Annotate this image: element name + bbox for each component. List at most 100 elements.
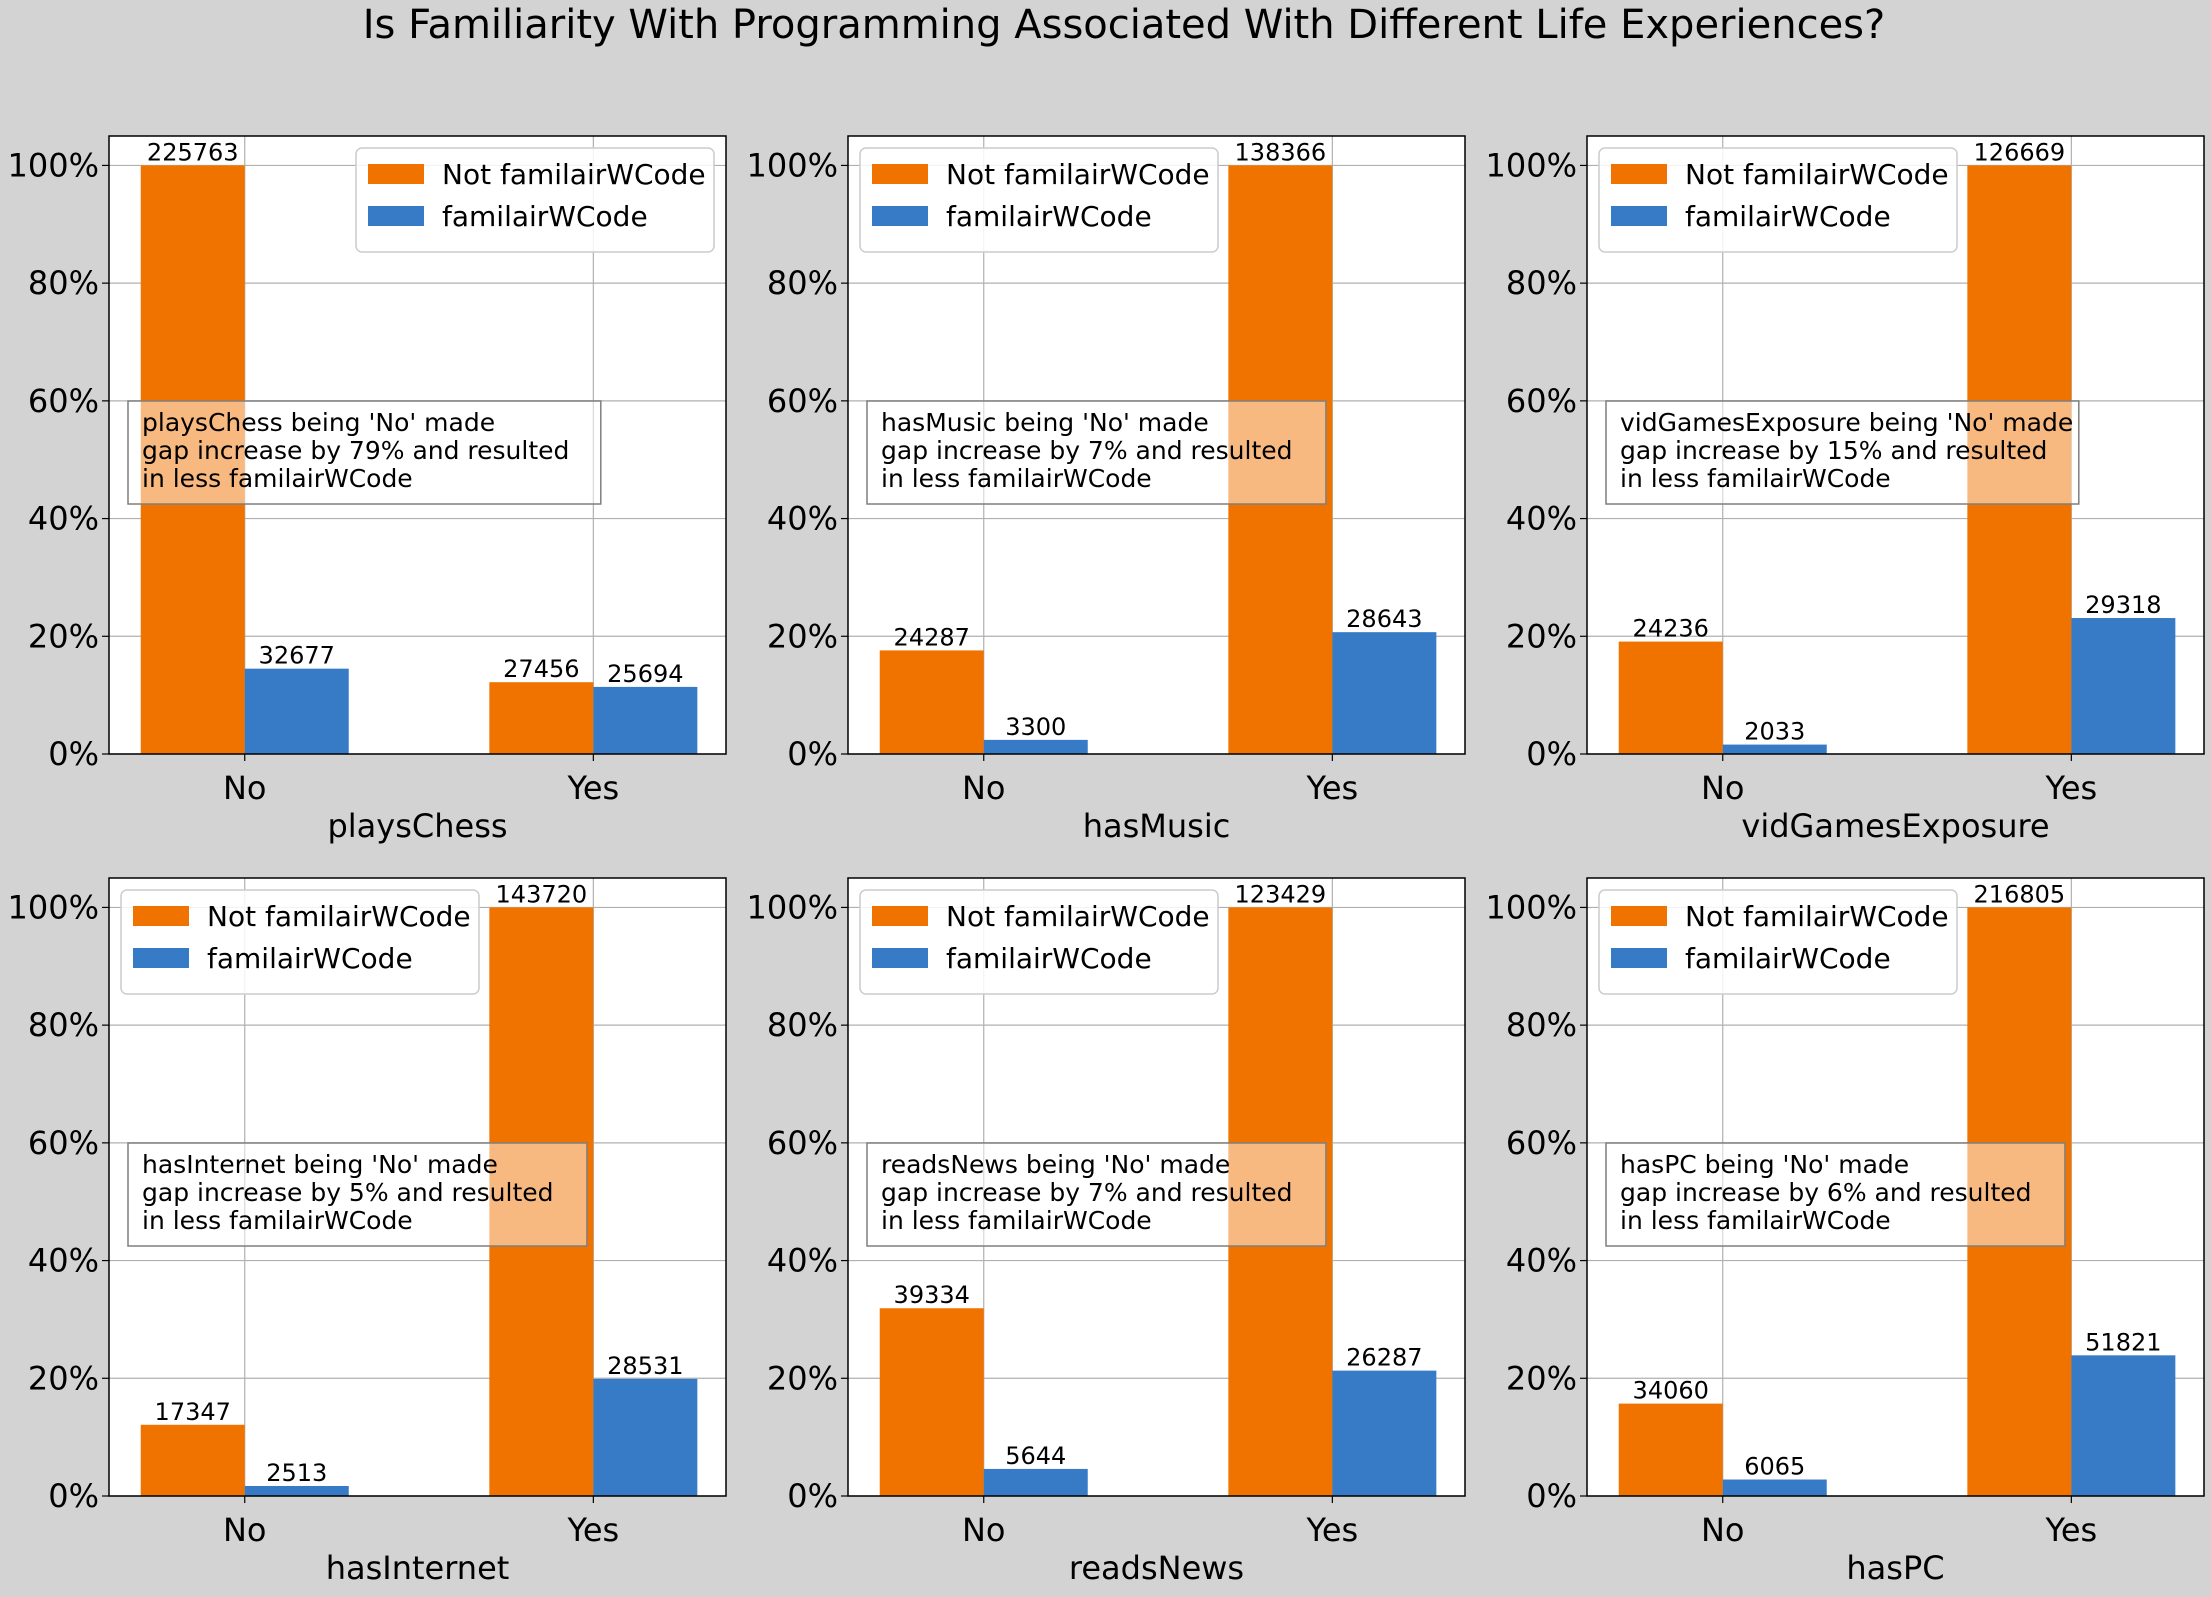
x-axis-label: hasMusic (1083, 807, 1231, 845)
bar-value-label: 27456 (503, 655, 579, 683)
y-tick-label: 60% (28, 1124, 99, 1162)
annotation-line: gap increase by 5% and resulted (142, 1178, 554, 1207)
legend-label: Not familairWCode (946, 158, 1210, 191)
annotation-line: in less familairWCode (881, 1206, 1152, 1235)
bar-familiar-yes (593, 686, 698, 754)
legend-label: familairWCode (442, 200, 648, 233)
legend-box (355, 147, 715, 253)
bar-value-label: 28531 (607, 1352, 683, 1380)
y-tick-label: 20% (28, 1359, 99, 1397)
bar-familiar-no (1722, 1479, 1827, 1496)
legend-swatch (872, 164, 928, 184)
panel-hasMusic: 0% 20% 40% 60% 80% 100% No Yes hasMusic 24287 1383… (747, 135, 1466, 845)
y-tick-label: 40% (767, 1242, 838, 1280)
y-tick-label: 20% (767, 1359, 838, 1397)
y-tick-label: 100% (747, 146, 838, 184)
annotation-line: in less familairWCode (881, 464, 1152, 493)
y-tick-label: 0% (48, 1477, 99, 1515)
x-tick-label: No (1701, 1511, 1745, 1549)
x-tick-label: Yes (1306, 769, 1359, 807)
annotation-line: playsChess being 'No' made (142, 408, 495, 437)
annotation-line: gap increase by 7% and resulted (881, 1178, 1293, 1207)
y-tick-label: 80% (1506, 264, 1577, 302)
y-tick-label: 40% (28, 1242, 99, 1280)
y-tick-label: 100% (1486, 146, 1577, 184)
y-tick-label: 40% (1506, 1242, 1577, 1280)
bar-value-label: 6065 (1744, 1453, 1805, 1481)
y-tick-label: 40% (28, 500, 99, 538)
legend-swatch (368, 164, 424, 184)
y-tick-label: 100% (8, 888, 99, 926)
annotation-line: hasPC being 'No' made (1620, 1150, 1909, 1179)
bar-not-familiar-no (879, 1308, 984, 1496)
bar-familiar-yes (1332, 1370, 1437, 1496)
bar-not-familiar-no (140, 1424, 245, 1496)
y-tick-label: 60% (28, 382, 99, 420)
y-tick-label: 80% (767, 1006, 838, 1044)
legend-swatch (872, 206, 928, 226)
x-tick-label: Yes (1306, 1511, 1359, 1549)
annotation-line: vidGamesExposure being 'No' made (1620, 408, 2073, 437)
legend-swatch (1611, 164, 1667, 184)
bar-value-label: 126669 (1974, 138, 2066, 166)
y-tick-label: 60% (1506, 382, 1577, 420)
y-tick-label: 20% (767, 617, 838, 655)
x-tick-label: No (223, 1511, 267, 1549)
bar-familiar-no (244, 668, 349, 754)
y-tick-label: 80% (28, 264, 99, 302)
bar-familiar-no (983, 1468, 1088, 1496)
legend-label: familairWCode (946, 200, 1152, 233)
y-tick-label: 40% (1506, 500, 1577, 538)
x-tick-label: Yes (2045, 1511, 2098, 1549)
bar-value-label: 143720 (496, 880, 588, 908)
y-tick-label: 40% (767, 500, 838, 538)
y-tick-label: 80% (28, 1006, 99, 1044)
legend-swatch (872, 906, 928, 926)
axes-frame (108, 135, 727, 755)
y-tick-label: 0% (1526, 1477, 1577, 1515)
y-tick-label: 20% (1506, 1359, 1577, 1397)
bar-familiar-yes (2071, 618, 2176, 754)
panel-hasInternet: 0% 20% 40% 60% 80% 100% No Yes hasInternet 17347 1… (8, 877, 727, 1587)
legend-swatch (1611, 206, 1667, 226)
legend-swatch (1611, 948, 1667, 968)
y-tick-label: 60% (1506, 1124, 1577, 1162)
x-tick-label: Yes (567, 1511, 620, 1549)
legend-box (1598, 147, 1958, 253)
annotation-line: hasMusic being 'No' made (881, 408, 1209, 437)
x-axis-label: vidGamesExposure (1741, 807, 2049, 845)
legend-box (859, 889, 1219, 995)
y-tick-label: 0% (787, 735, 838, 773)
annotation-line: hasInternet being 'No' made (142, 1150, 498, 1179)
annotation-box (127, 1142, 588, 1247)
annotation-line: in less familairWCode (142, 1206, 413, 1235)
bar-value-label: 26287 (1346, 1344, 1422, 1372)
y-tick-label: 80% (1506, 1006, 1577, 1044)
legend-label: Not familairWCode (1685, 900, 1949, 933)
axes-frame (1586, 135, 2205, 755)
figure-title: Is Familiarity With Programming Associat… (363, 2, 1886, 48)
bar-not-familiar-yes (489, 682, 594, 754)
legend-box (1598, 889, 1958, 995)
x-axis-label: hasPC (1846, 1549, 1944, 1587)
y-tick-label: 80% (767, 264, 838, 302)
bar-familiar-yes (2071, 1355, 2176, 1496)
bar-value-label: 39334 (894, 1281, 970, 1309)
bar-value-label: 123429 (1235, 880, 1327, 908)
bar-value-label: 51821 (2085, 1328, 2161, 1356)
bar-familiar-no (983, 739, 1088, 754)
bar-not-familiar-no (1618, 641, 1723, 754)
bar-value-label: 225763 (147, 138, 239, 166)
bar-not-familiar-no (1618, 1403, 1723, 1496)
x-tick-label: Yes (567, 769, 620, 807)
annotation-box (866, 400, 1327, 505)
annotation-line: in less familairWCode (1620, 1206, 1891, 1235)
annotation-box (1605, 1142, 2066, 1247)
annotation-line: in less familairWCode (1620, 464, 1891, 493)
y-tick-label: 60% (767, 382, 838, 420)
bar-value-label: 25694 (607, 660, 683, 688)
x-axis-label: playsChess (327, 807, 507, 845)
legend-box (120, 889, 480, 995)
